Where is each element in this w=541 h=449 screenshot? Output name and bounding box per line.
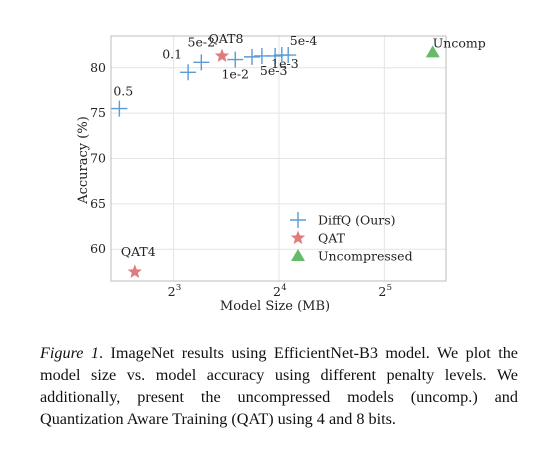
x-tick-label-exp-2: 5 <box>387 283 392 293</box>
point-plus-0-0 <box>111 100 128 117</box>
legend-marker-2 <box>291 249 305 261</box>
point-plus-0-3 <box>227 51 244 68</box>
point-label-0-2: 5e-2 <box>188 34 216 49</box>
point-label-0-3: 1e-2 <box>221 67 249 82</box>
point-star-1-1 <box>214 48 230 63</box>
point-label-0-5: 5e-3 <box>260 63 288 78</box>
point-star-1-0 <box>127 264 142 278</box>
x-tick-label-base-0: 2 <box>168 284 176 299</box>
y-tick-label-0: 60 <box>90 241 106 256</box>
x-tick-label-exp-0: 3 <box>176 283 181 293</box>
x-tick-label-exp-1: 4 <box>281 283 286 293</box>
point-label-0-1: 0.1 <box>162 46 182 61</box>
point-label-0-0: 0.5 <box>113 84 133 99</box>
legend-marker-1 <box>290 230 306 245</box>
legend-entry-2: Uncompressed <box>318 249 413 264</box>
legend-entry-1: QAT <box>318 231 346 246</box>
point-label-0-7: 5e-4 <box>290 33 318 48</box>
point-label-1-1: QAT8 <box>209 31 244 46</box>
point-plus-0-1 <box>180 64 197 81</box>
point-plus-0-2 <box>193 54 210 71</box>
x-tick-label-base-2: 2 <box>378 284 386 299</box>
y-tick-label-3: 75 <box>90 105 106 120</box>
point-label-1-0: QAT4 <box>121 244 156 259</box>
figure-caption: Figure 1. ImageNet results using Efficie… <box>40 342 518 430</box>
caption-lead: Figure 1 <box>40 344 99 362</box>
point-plus-0-6 <box>267 47 284 64</box>
y-tick-label-4: 80 <box>90 60 106 75</box>
caption-text: . ImageNet results using EfficientNet-B3… <box>40 344 518 428</box>
point-label-2-0: Uncomp <box>433 35 486 50</box>
y-axis-label: Accuracy (%) <box>76 116 91 205</box>
point-label-0-6: 1e-3 <box>271 56 299 71</box>
y-tick-label-1: 65 <box>90 196 106 211</box>
point-plus-0-4 <box>244 48 261 65</box>
point-plus-0-8 <box>280 47 297 64</box>
x-axis-label: Model Size (MB) <box>220 299 330 314</box>
x-tick-label-base-1: 2 <box>273 284 281 299</box>
y-tick-label-2: 70 <box>90 151 106 166</box>
point-triangle-2-0 <box>425 45 440 58</box>
legend-marker-0 <box>290 212 306 228</box>
legend-entry-0: DiffQ (Ours) <box>318 213 396 228</box>
plot-frame <box>110 35 447 282</box>
